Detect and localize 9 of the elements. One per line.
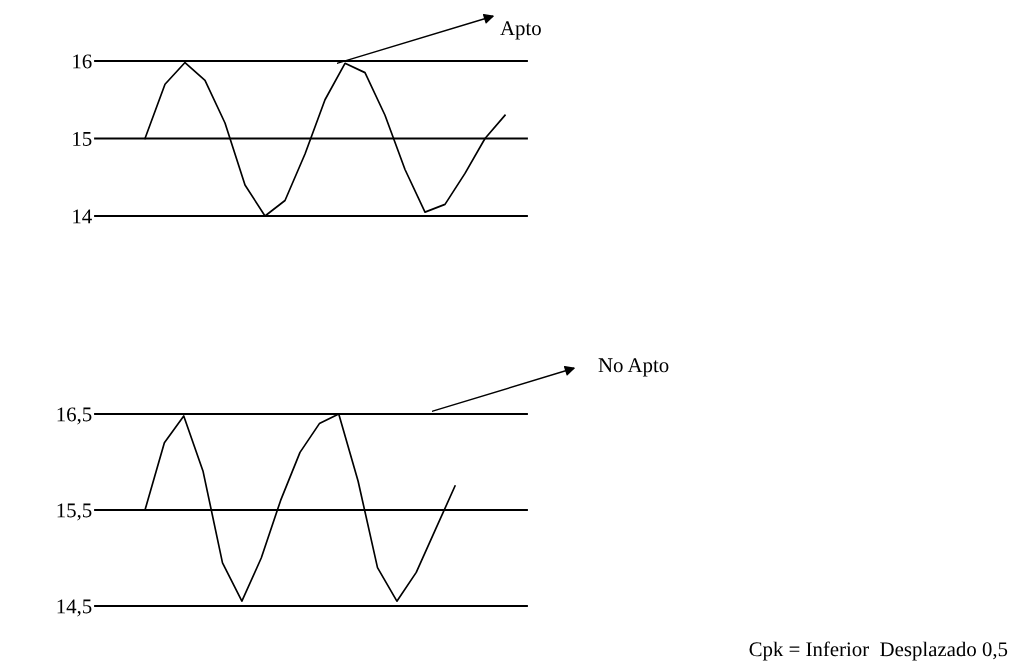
y-tick-label: 15,5 <box>57 503 92 521</box>
y-tick-label: 16,5 <box>57 407 92 425</box>
y-tick-label: 16 <box>73 54 92 69</box>
y-tick-label: 14,5 <box>57 599 92 617</box>
text: Cpk = Inferior Desplazado 0,5 <box>749 641 1008 661</box>
y-tick-label: 15 <box>73 131 92 146</box>
text: No Apto <box>598 358 669 377</box>
y-tick-label: 14 <box>73 209 92 224</box>
text: Apto <box>500 21 541 40</box>
